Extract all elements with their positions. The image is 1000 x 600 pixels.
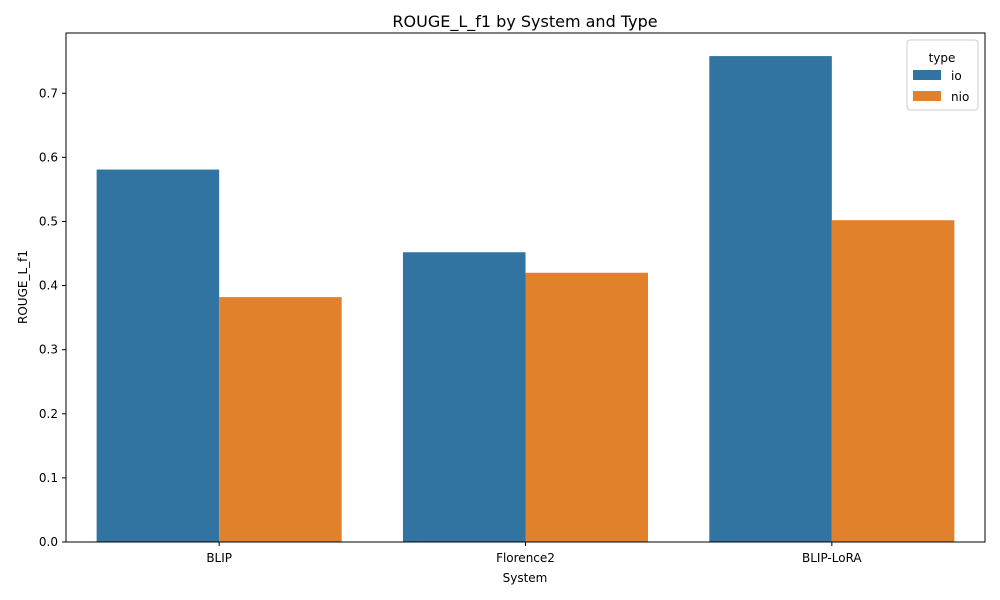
legend-title: type bbox=[929, 51, 956, 65]
y-tick-label: 0.2 bbox=[39, 407, 58, 421]
x-tick-label: BLIP bbox=[206, 551, 232, 565]
bars-layer bbox=[96, 56, 955, 543]
y-tick-label: 0.1 bbox=[39, 471, 58, 485]
legend: type io nio bbox=[906, 39, 979, 111]
legend-swatch-io bbox=[913, 70, 941, 80]
x-axis-label: System bbox=[503, 571, 548, 585]
y-axis-label: ROUGE_L_f1 bbox=[16, 250, 30, 324]
bar-florence2-nio bbox=[525, 272, 649, 542]
y-axis: 0.0 0.1 0.2 0.3 0.4 0.5 0.6 0.7 bbox=[39, 86, 66, 549]
plot-frame bbox=[65, 32, 986, 543]
bar-blip-io bbox=[96, 169, 220, 543]
y-tick-label: 0.0 bbox=[39, 535, 58, 549]
y-tick-label: 0.3 bbox=[39, 343, 58, 357]
legend-swatch-nio bbox=[913, 91, 941, 101]
y-tick-label: 0.4 bbox=[39, 279, 58, 293]
bar-blip-nio bbox=[219, 297, 342, 542]
chart-title: ROUGE_L_f1 by System and Type bbox=[392, 12, 657, 32]
x-tick-label: Florence2 bbox=[496, 551, 555, 565]
y-tick-label: 0.7 bbox=[39, 86, 58, 100]
x-tick-label: BLIP-LoRA bbox=[802, 551, 862, 565]
bar-florence2-io bbox=[402, 252, 526, 543]
bar-blip-lora-io bbox=[709, 56, 832, 542]
bar-blip-lora-nio bbox=[831, 220, 955, 542]
legend-label-nio: nio bbox=[951, 90, 969, 104]
legend-label-io: io bbox=[951, 69, 962, 83]
y-tick-label: 0.5 bbox=[39, 214, 58, 228]
x-axis: BLIP Florence2 BLIP-LoRA bbox=[206, 542, 862, 565]
y-tick-label: 0.6 bbox=[39, 150, 58, 164]
